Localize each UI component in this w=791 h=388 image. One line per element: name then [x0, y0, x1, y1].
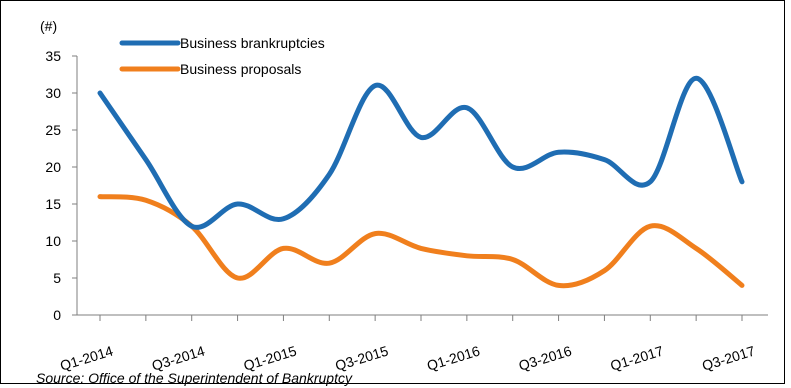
- y-axis-unit-label: (#): [40, 18, 57, 34]
- y-tick-label: 15: [45, 196, 61, 212]
- legend-item-business-bankruptcies-label: Business brankruptcies: [180, 35, 325, 51]
- x-tick-label: Q3-2017: [700, 343, 757, 374]
- y-tick-label: 30: [45, 85, 61, 101]
- y-tick-label: 20: [45, 159, 61, 175]
- legend-item-business-proposals-label: Business proposals: [180, 61, 301, 77]
- x-tick-label: Q3-2016: [517, 343, 574, 374]
- y-tick-label: 0: [53, 307, 61, 323]
- y-tick-label: 5: [53, 270, 61, 286]
- legend: Business brankruptcies Business proposals: [119, 35, 325, 77]
- x-tick-label: Q1-2016: [425, 343, 482, 374]
- series-lines: [97, 75, 745, 289]
- y-tick-label: 25: [45, 122, 61, 138]
- series-line-business-proposals: [97, 194, 745, 289]
- source-note: Source: Office of the Superintendent of …: [36, 370, 353, 386]
- y-tick-label: 35: [45, 48, 61, 64]
- series-line-business-bankruptcies: [97, 75, 745, 230]
- y-tick-label: 10: [45, 233, 61, 249]
- x-tick-label: Q1-2017: [608, 343, 665, 374]
